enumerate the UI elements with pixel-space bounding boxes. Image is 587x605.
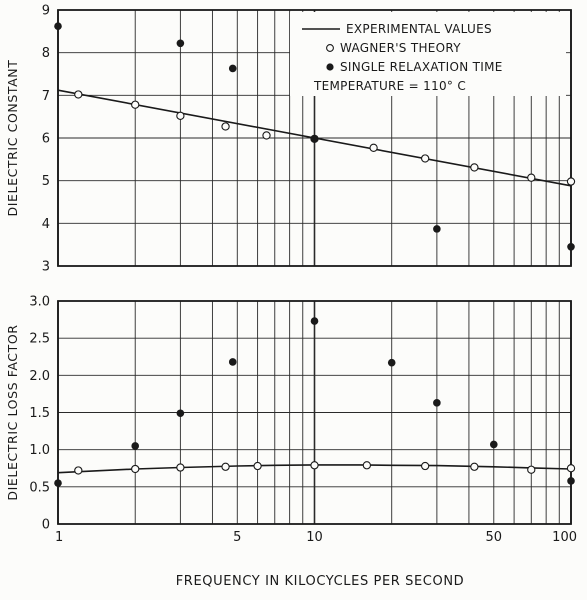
y-tick-label: 0.5 — [29, 480, 50, 495]
y-tick-label: 7 — [42, 89, 50, 104]
x-tick-label: 5 — [233, 530, 241, 545]
wagner-theory-point — [176, 111, 185, 120]
x-tick-label: 10 — [306, 530, 323, 545]
single-relaxation-point — [54, 479, 62, 487]
single-relaxation-point — [54, 22, 62, 31]
wagner-theory-point — [470, 163, 479, 172]
wagner-theory-point — [527, 173, 536, 182]
y-tick-label: 9 — [42, 4, 50, 19]
wagner-theory-point — [310, 461, 319, 470]
single-relaxation-point — [567, 243, 575, 251]
y-tick-label: 5 — [42, 174, 50, 189]
wagner-theory-point — [131, 464, 140, 474]
x-tick-label: 50 — [486, 530, 503, 545]
single-relaxation-point — [131, 442, 140, 450]
legend-filled-circle-swatch — [326, 63, 334, 71]
single-relaxation-point — [310, 317, 319, 325]
x-tick-label: 100 — [552, 530, 577, 545]
y-tick-label: 3.0 — [29, 295, 50, 310]
wagner-theory-point — [369, 143, 378, 152]
legend-entry-label: EXPERIMENTAL VALUES — [346, 22, 492, 36]
single-relaxation-point — [176, 409, 185, 418]
plot-frame — [57, 9, 572, 267]
y-tick-label: 2.5 — [29, 332, 50, 347]
single-relaxation-point — [310, 135, 319, 143]
wagner-theory-point — [566, 464, 576, 473]
x-tick-label: 1 — [55, 530, 63, 545]
single-relaxation-point — [567, 477, 575, 485]
wagner-theory-point — [74, 466, 83, 475]
y-tick-label: 1.0 — [29, 443, 50, 458]
y-tick-label: 2.0 — [29, 369, 50, 384]
legend: EXPERIMENTAL VALUES WAGNER'S THEORY SINGLE… — [290, 12, 566, 96]
wagner-theory-point — [221, 462, 230, 471]
experimental-values-line — [57, 464, 572, 474]
wagner-theory-point — [420, 461, 430, 471]
wagner-theory-point — [221, 122, 230, 131]
y-tick-label: 3 — [42, 260, 50, 275]
single-relaxation-point — [489, 440, 498, 449]
legend-temperature-note: TEMPERATURE = 110° C — [313, 79, 466, 93]
legend-entry-label: WAGNER'S THEORY — [340, 41, 461, 55]
y-tick-label: 1.5 — [29, 406, 50, 421]
wagner-theory-point — [362, 461, 372, 470]
y-axis-label: DIELECTRIC LOSS FACTOR — [5, 324, 20, 500]
shared-x-axis-label: FREQUENCY IN KILOCYCLES PER SECOND — [176, 574, 465, 589]
legend-background — [290, 12, 566, 96]
y-tick-label: 8 — [42, 46, 50, 61]
y-tick-label: 6 — [42, 132, 50, 147]
plot-frame — [57, 300, 572, 525]
wagner-theory-point — [527, 465, 536, 474]
y-tick-label: 4 — [42, 217, 50, 232]
single-relaxation-point — [387, 358, 396, 367]
single-relaxation-point — [176, 39, 185, 48]
wagner-theory-point — [566, 177, 576, 186]
single-relaxation-point — [228, 358, 237, 366]
wagner-theory-point — [176, 463, 185, 472]
single-relaxation-point — [228, 64, 237, 73]
wagner-theory-point — [253, 461, 262, 471]
dielectric-loss-factor-panel: 0 0.5 1.0 1.5 2.0 2.5 3.0 DIELECTRIC LOSS FACTO… — [5, 295, 577, 546]
single-relaxation-point — [433, 225, 441, 233]
y-tick-label: 0 — [42, 518, 50, 533]
wagner-theory-point — [420, 154, 430, 163]
y-axis-label: DIELECTRIC CONSTANT — [5, 60, 20, 217]
legend-entry-label: SINGLE RELAXATION TIME — [340, 60, 503, 74]
legend-open-circle-swatch — [326, 44, 334, 52]
wagner-theory-point — [131, 100, 140, 109]
wagner-theory-point — [470, 462, 479, 471]
wagner-theory-point — [74, 90, 83, 99]
wagner-theory-point — [262, 131, 271, 140]
single-relaxation-point — [433, 399, 441, 407]
